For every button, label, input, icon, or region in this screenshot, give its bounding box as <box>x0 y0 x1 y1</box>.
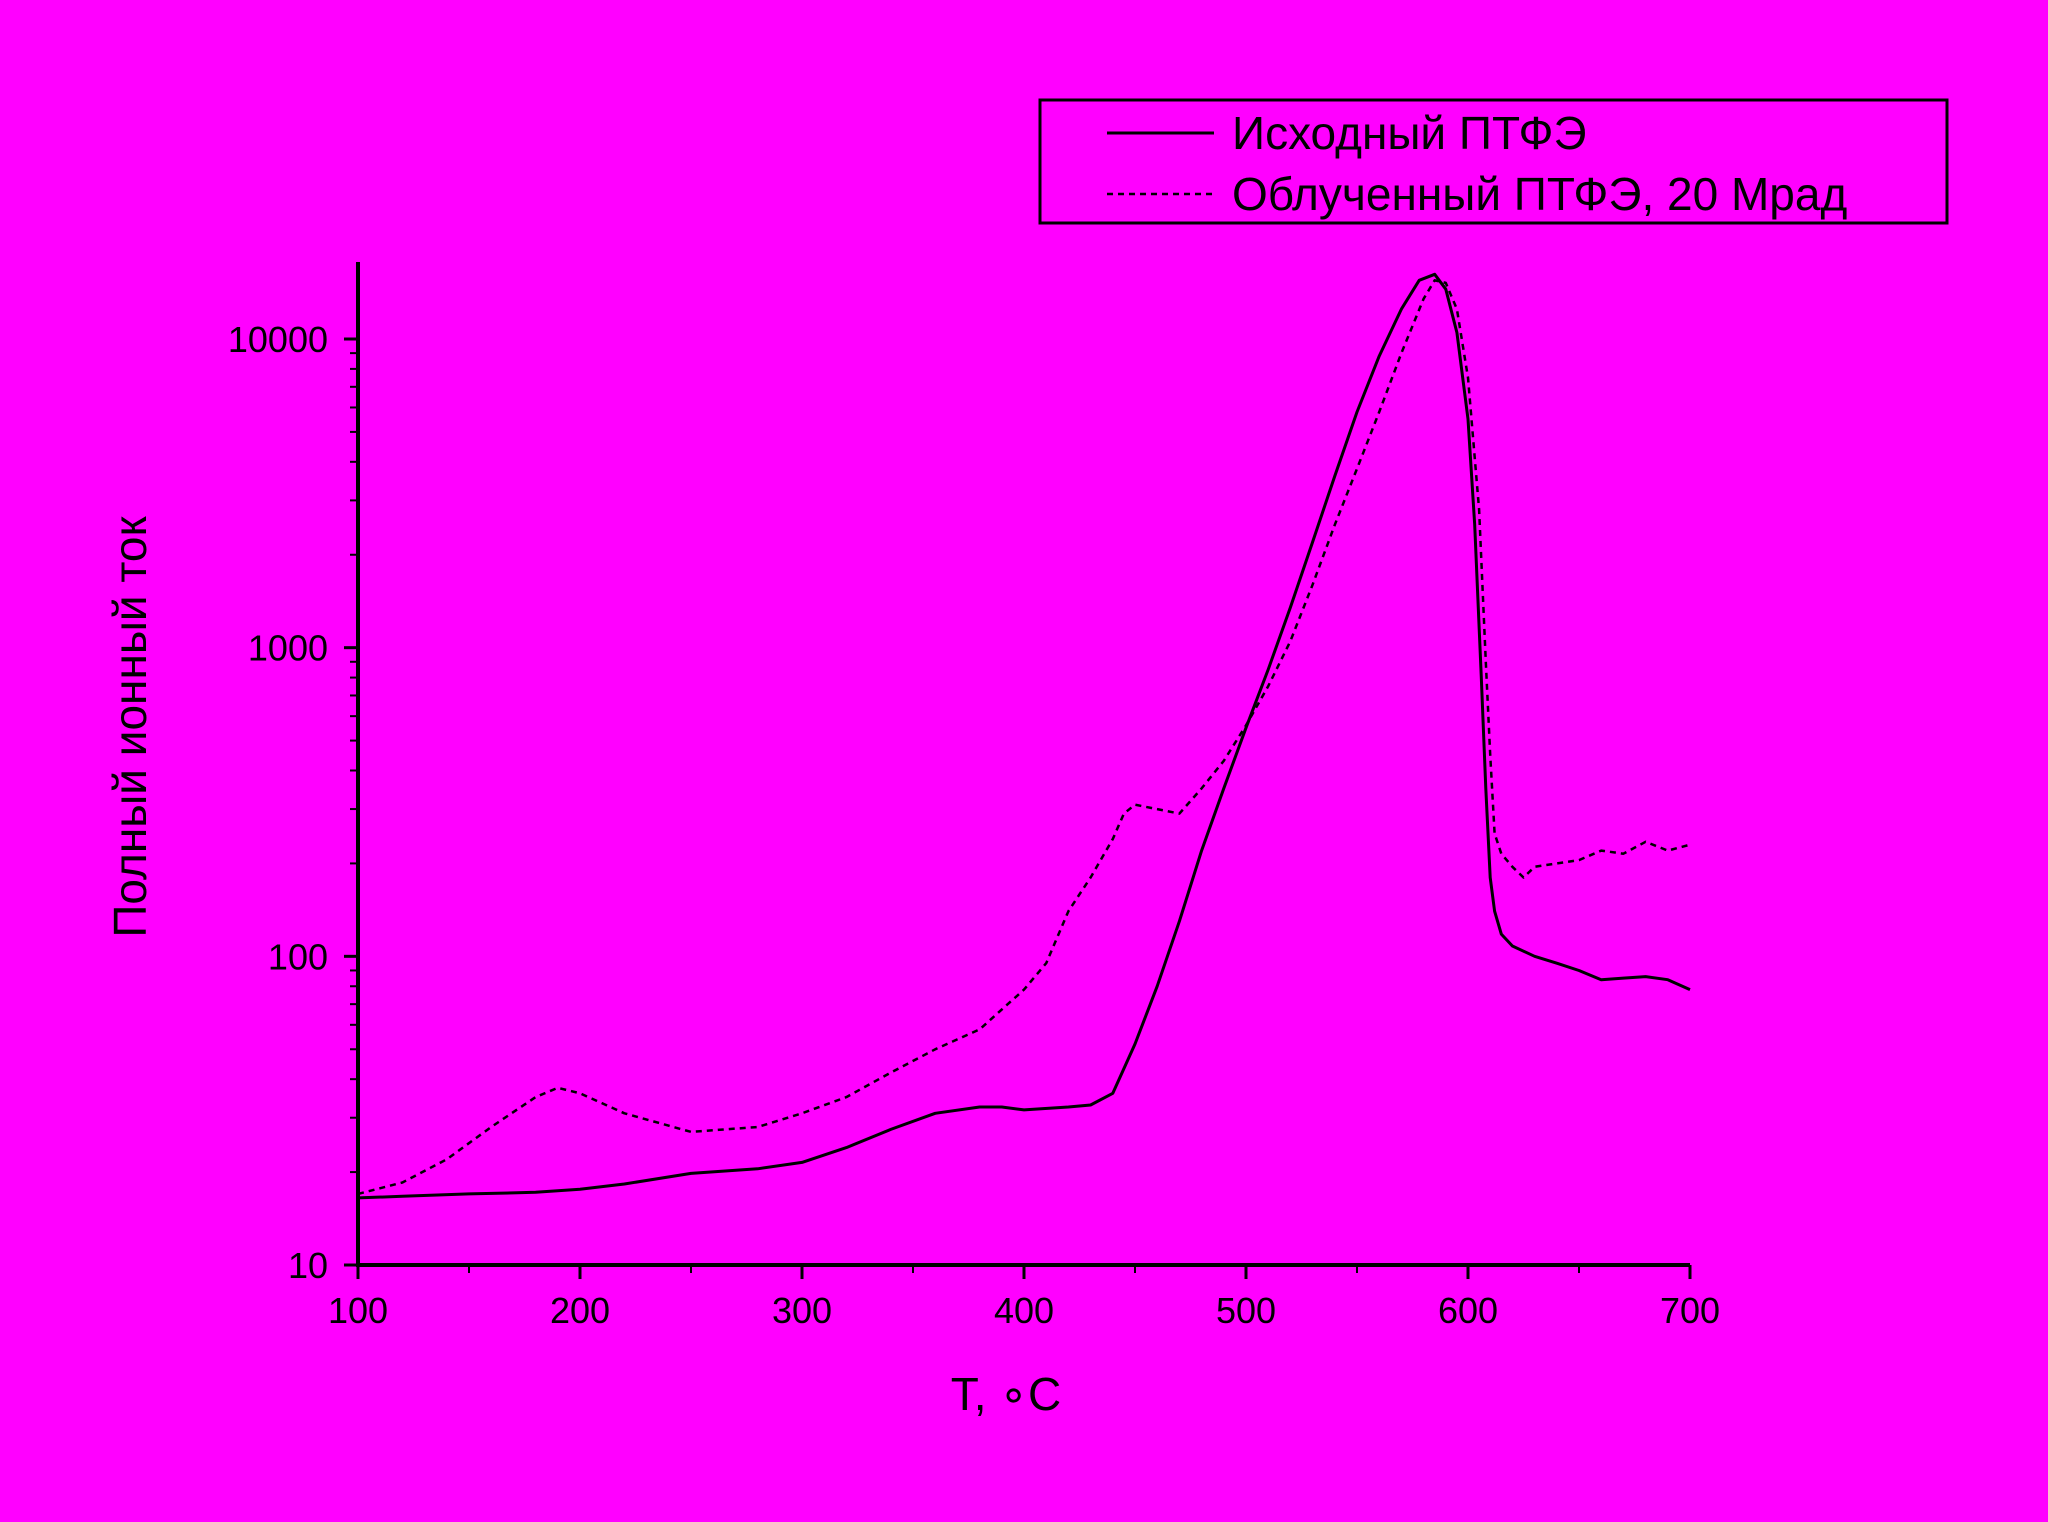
y-tick-label: 10000 <box>228 319 328 360</box>
series-layer <box>357 272 1691 1200</box>
legend: Исходный ПТФЭ Облученный ПТФЭ, 20 Мрад <box>1038 98 1949 225</box>
x-tick-label: 300 <box>772 1290 832 1331</box>
y-axis-title: Полный ионный ток <box>104 515 156 937</box>
y-tick-label: 1000 <box>248 628 328 669</box>
legend-label-original: Исходный ПТФЭ <box>1232 107 1587 159</box>
x-ticks: 100 200 300 400 500 600 700 <box>328 1265 1720 1331</box>
x-tick-label: 600 <box>1438 1290 1498 1331</box>
legend-box <box>1038 98 1949 225</box>
y-tick-label: 10 <box>288 1245 328 1286</box>
series-line-original <box>357 272 1691 1200</box>
x-tick-label: 200 <box>550 1290 610 1331</box>
series-line-irradiated <box>357 279 1691 1196</box>
x-tick-label: 100 <box>328 1290 388 1331</box>
legend-label-irradiated: Облученный ПТФЭ, 20 Мрад <box>1232 168 1847 220</box>
x-tick-label: 700 <box>1660 1290 1720 1331</box>
y-tick-label: 100 <box>268 936 328 977</box>
x-tick-label: 400 <box>994 1290 1054 1331</box>
y-ticks: 10 100 1000 10000 <box>228 319 358 1286</box>
x-tick-label: 500 <box>1216 1290 1276 1331</box>
x-axis-title: T, ∘C <box>951 1368 1062 1420</box>
